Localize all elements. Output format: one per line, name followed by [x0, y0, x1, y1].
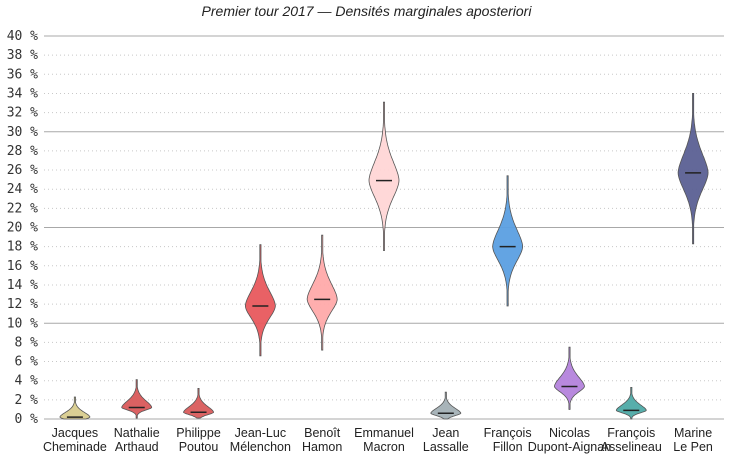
y-tick-label: 12 %: [7, 297, 38, 312]
y-tick-label: 32 %: [7, 106, 38, 121]
y-tick-label: 20 %: [7, 221, 38, 236]
y-tick-label: 40 %: [7, 29, 38, 44]
violin: [59, 396, 91, 420]
violin: [306, 234, 338, 351]
x-tick-label: Benoît: [304, 426, 341, 440]
violin: [430, 391, 462, 420]
x-tick-label: Lassalle: [423, 440, 469, 454]
x-tick-label: Marine: [674, 426, 712, 440]
x-tick-label: Macron: [363, 440, 405, 454]
y-tick-label: 34 %: [7, 86, 38, 101]
y-tick-label: 28 %: [7, 144, 38, 159]
y-tick-label: 18 %: [7, 240, 38, 255]
x-tick-label: Asselineau: [601, 440, 662, 454]
x-tick-label: François: [607, 426, 655, 440]
x-tick-label: Mélenchon: [230, 440, 291, 454]
x-tick-label: Arthaud: [115, 440, 159, 454]
y-tick-label: 22 %: [7, 201, 38, 216]
y-tick-label: 26 %: [7, 163, 38, 178]
violin: [615, 387, 647, 420]
x-tick-label: Jean: [432, 426, 459, 440]
x-tick-label: Nathalie: [114, 426, 160, 440]
x-tick-label: François: [484, 426, 532, 440]
y-tick-label: 0 %: [15, 412, 39, 427]
violin: [368, 101, 400, 251]
x-tick-label: Dupont-Aignan: [528, 440, 611, 454]
y-tick-label: 14 %: [7, 278, 38, 293]
x-tick-label: Nicolas: [549, 426, 590, 440]
y-tick-label: 6 %: [15, 355, 39, 370]
x-tick-label: Emmanuel: [354, 426, 414, 440]
y-tick-label: 38 %: [7, 48, 38, 63]
violin: [183, 388, 214, 419]
x-tick-label: Philippe: [176, 426, 221, 440]
x-tick-label: Jean-Luc: [235, 426, 286, 440]
y-tick-label: 24 %: [7, 182, 38, 197]
x-tick-label: Hamon: [302, 440, 342, 454]
x-tick-label: Cheminade: [43, 440, 107, 454]
y-tick-label: 36 %: [7, 67, 38, 82]
y-tick-label: 4 %: [15, 374, 39, 389]
x-tick-label: Poutou: [179, 440, 219, 454]
violin: [554, 346, 585, 410]
violin: [244, 244, 276, 357]
y-tick-label: 30 %: [7, 125, 38, 140]
y-tick-label: 16 %: [7, 259, 38, 274]
x-tick-label: Jacques: [52, 426, 99, 440]
y-tick-label: 10 %: [7, 316, 38, 331]
y-tick-label: 2 %: [15, 393, 39, 408]
y-tick-label: 8 %: [15, 335, 39, 350]
violin: [677, 93, 709, 245]
violin: [492, 175, 523, 307]
chart-title: Premier tour 2017 — Densités marginales …: [201, 3, 532, 19]
x-tick-label: Fillon: [493, 440, 523, 454]
x-tick-label: Le Pen: [673, 440, 713, 454]
violin: [121, 379, 153, 419]
